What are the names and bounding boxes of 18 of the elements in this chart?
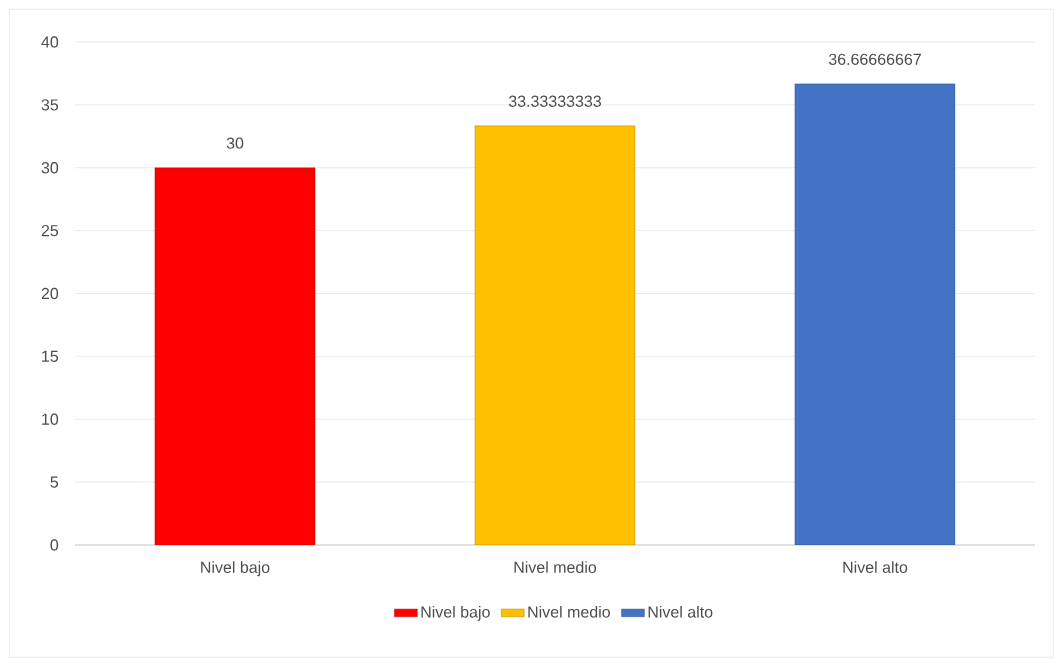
y-tick-label: 40 xyxy=(41,36,59,48)
y-tick-label: 15 xyxy=(42,350,59,362)
x-tick-label: Nivel medio xyxy=(514,561,597,573)
legend-label: Nivel medio xyxy=(528,605,610,618)
data-label: 33.33333333 xyxy=(508,95,601,107)
data-label: 30 xyxy=(226,137,244,149)
y-tick-label: 35 xyxy=(41,99,59,111)
legend-label: Nivel alto xyxy=(648,605,713,618)
legend-label: Nivel bajo xyxy=(421,605,490,621)
y-tick-label: 30 xyxy=(41,162,59,174)
x-tick-label: Nivel bajo xyxy=(201,561,270,577)
x-tick-label: Nivel alto xyxy=(843,561,908,573)
y-tick-label: 10 xyxy=(42,413,59,425)
y-tick-label: 5 xyxy=(50,476,59,488)
y-tick-label: 0 xyxy=(50,539,59,551)
y-tick-label: 20 xyxy=(41,287,59,300)
y-tick-label: 25 xyxy=(41,224,59,237)
data-label: 36.66666667 xyxy=(828,53,921,65)
